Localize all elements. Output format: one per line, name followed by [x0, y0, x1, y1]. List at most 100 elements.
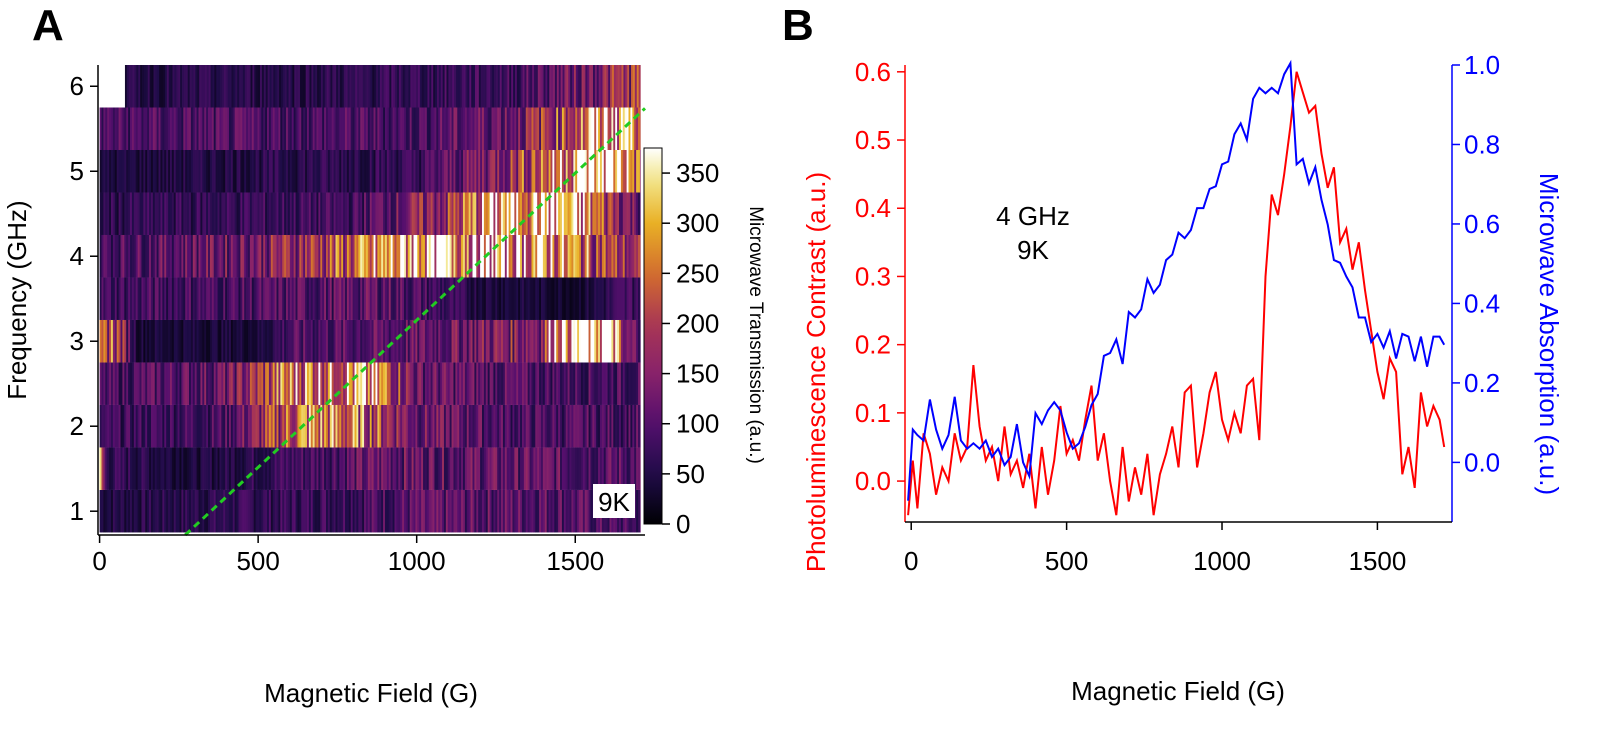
heatmap-cell — [430, 149, 433, 193]
heatmap-cell — [466, 319, 470, 363]
heatmap-cell — [423, 65, 426, 108]
heatmap-cell — [329, 192, 333, 235]
heatmap-cell — [521, 319, 525, 363]
heatmap-cell — [326, 404, 329, 448]
heatmap-cell — [320, 192, 323, 235]
heatmap-cell — [247, 447, 251, 490]
heatmap-cell — [242, 192, 245, 235]
heatmap-cell — [584, 192, 588, 235]
heatmap-cell — [533, 319, 536, 363]
heatmap-cell — [249, 234, 253, 278]
heatmap-cell — [480, 107, 483, 150]
heatmap-cell — [160, 277, 163, 320]
heatmap-cell — [365, 192, 369, 235]
heatmap-cell — [358, 65, 362, 108]
heatmap-cell — [525, 192, 529, 235]
heatmap-cell — [327, 107, 331, 150]
heatmap-cell — [157, 65, 160, 108]
heatmap-cell — [459, 192, 462, 235]
heatmap-cell — [317, 65, 320, 108]
heatmap-cell — [362, 192, 365, 235]
heatmap-cell — [438, 319, 441, 363]
heatmap-cell — [350, 234, 354, 278]
heatmap-cell — [417, 277, 420, 320]
heatmap-cell — [423, 447, 426, 490]
heatmap-cell — [588, 447, 591, 490]
heatmap-cell — [329, 107, 333, 150]
heatmap-cell — [326, 192, 329, 235]
heatmap-cell — [333, 149, 336, 193]
heatmap-cell — [160, 362, 163, 405]
heatmap-cell — [451, 149, 454, 193]
heatmap-cell — [356, 192, 359, 235]
heatmap-cell — [183, 319, 186, 363]
heatmap-cell — [390, 149, 393, 193]
heatmap-cell — [263, 234, 266, 278]
heatmap-cell — [331, 107, 334, 150]
heatmap-cell — [579, 362, 582, 405]
heatmap-cell — [487, 107, 491, 150]
heatmap-cell — [594, 404, 597, 448]
heatmap-cell — [244, 277, 247, 320]
heatmap-cell — [417, 107, 420, 150]
heatmap-cell — [314, 192, 317, 235]
heatmap-cell — [289, 404, 293, 448]
heatmap-cell — [263, 489, 266, 533]
heatmap-cell — [269, 65, 272, 108]
heatmap-cell — [428, 319, 432, 363]
heatmap-cell — [312, 107, 315, 150]
heatmap-cell — [485, 489, 489, 533]
heatmap-cell — [493, 107, 496, 150]
heatmap-cell — [424, 234, 428, 278]
heatmap-cell — [163, 65, 166, 108]
heatmap-cell — [310, 489, 314, 533]
heatmap-cell — [362, 404, 365, 448]
heatmap-cell — [596, 192, 599, 235]
heatmap-cell — [318, 489, 321, 533]
heatmap-cell — [118, 362, 121, 405]
heatmap-cell — [586, 404, 589, 448]
heatmap-cell — [357, 65, 360, 108]
heatmap-cell — [371, 489, 374, 533]
heatmap-cell — [508, 447, 511, 490]
heatmap-cell — [535, 447, 538, 490]
heatmap-cell — [436, 447, 439, 490]
heatmap-cell — [182, 65, 185, 108]
heatmap-cell — [457, 65, 461, 108]
heatmap-cell — [310, 447, 314, 490]
heatmap-cell — [306, 362, 310, 405]
heatmap-cell — [628, 362, 631, 405]
heatmap-cell — [620, 362, 624, 405]
heatmap-cell — [135, 489, 139, 533]
heatmap-cell — [354, 277, 357, 320]
heatmap-cell — [520, 319, 523, 363]
heatmap-cell — [451, 192, 454, 235]
heatmap-cell — [150, 107, 154, 150]
heatmap-cell — [594, 277, 597, 320]
heatmap-cell — [415, 149, 418, 193]
heatmap-cell — [400, 362, 403, 405]
heatmap-cell — [567, 149, 570, 193]
heatmap-cell — [472, 319, 475, 363]
heatmap-cell — [455, 149, 458, 193]
heatmap-cell — [280, 65, 284, 108]
heatmap-cell — [257, 362, 260, 405]
heatmap-cell — [556, 192, 559, 235]
heatmap-cell — [236, 234, 239, 278]
heatmap-cell — [228, 149, 232, 193]
heatmap-cell — [485, 107, 489, 150]
heatmap-cell — [253, 489, 256, 533]
heatmap-cell — [160, 319, 163, 363]
heatmap-cell — [470, 447, 473, 490]
heatmap-cell — [516, 404, 519, 448]
y-tick-label: 4 — [70, 241, 84, 271]
heatmap-cell — [291, 149, 295, 193]
heatmap-cell — [489, 447, 492, 490]
heatmap-cell — [563, 362, 567, 405]
heatmap-cell — [411, 447, 414, 490]
heatmap-cell — [426, 149, 430, 193]
heatmap-cell — [339, 319, 342, 363]
heatmap-cell — [367, 404, 371, 448]
heatmap-cell — [461, 234, 464, 278]
heatmap-cell — [540, 447, 544, 490]
